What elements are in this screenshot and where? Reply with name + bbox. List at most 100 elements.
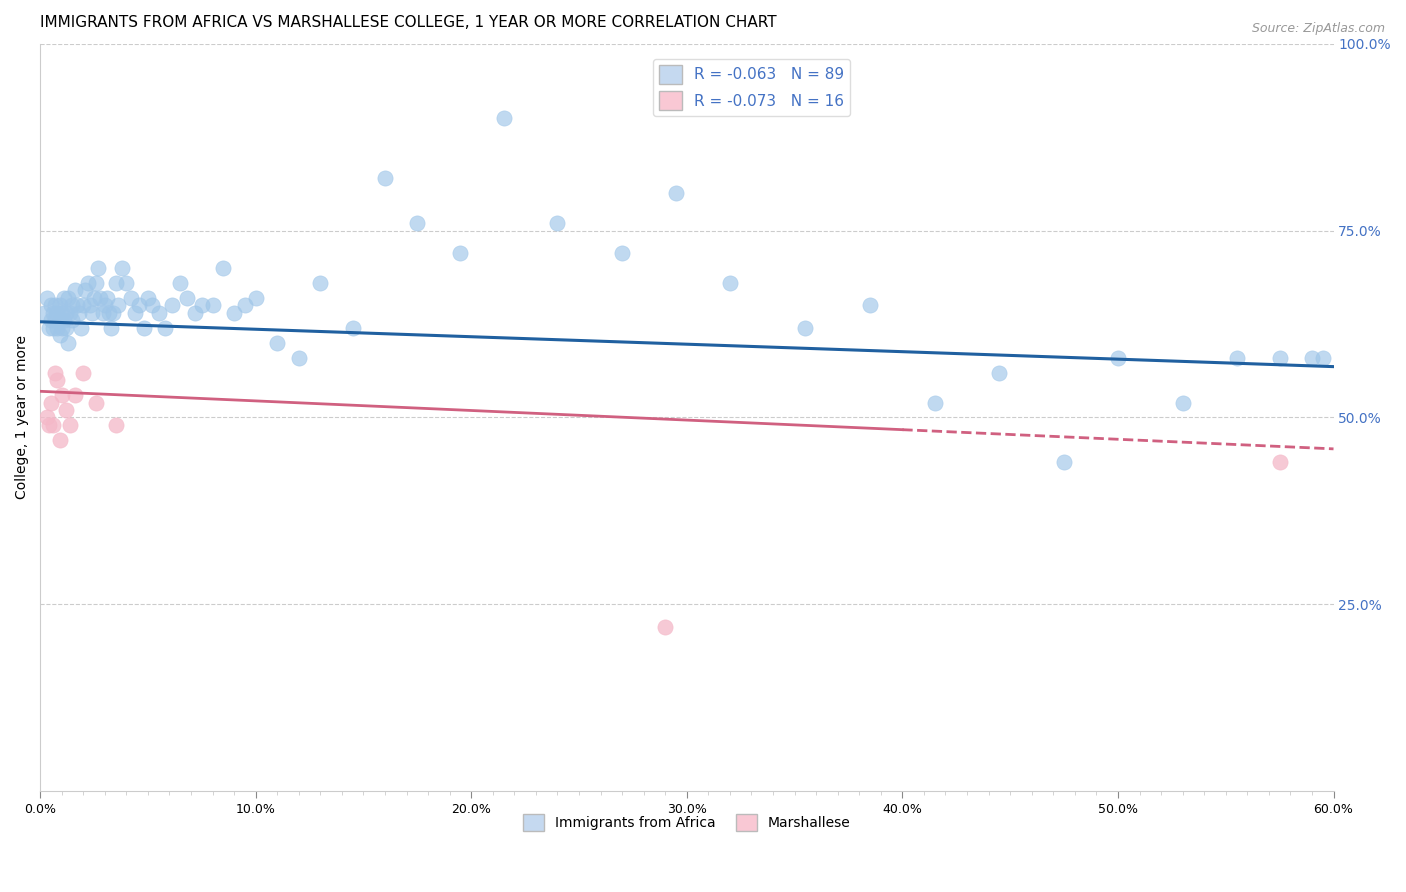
Point [59,417,82,432]
Point [212,260,235,275]
Point [128,298,150,312]
Point [309,276,332,290]
Point [266,335,288,350]
Point [546,216,568,230]
Point [46,306,69,320]
Point [794,320,817,334]
Point [132,320,155,334]
Point [100,320,122,334]
Point [48,433,70,447]
Point [288,351,311,365]
Point [46,373,69,387]
Point [120,291,142,305]
Point [103,306,125,320]
Point [39,313,62,327]
Point [34,306,56,320]
Point [72,298,94,312]
Point [51,320,73,334]
Point [62,298,84,312]
Point [374,171,396,186]
Point [35,410,58,425]
Point [63,284,86,298]
Point [48,313,70,327]
Point [42,417,65,432]
Point [55,320,77,334]
Point [1268,351,1291,365]
Point [115,276,138,290]
Point [176,291,198,305]
Point [48,298,70,312]
Point [67,306,90,320]
Point [1107,351,1129,365]
Point [76,276,98,290]
Point [184,306,207,320]
Text: IMMIGRANTS FROM AFRICA VS MARSHALLESE COLLEGE, 1 YEAR OR MORE CORRELATION CHART: IMMIGRANTS FROM AFRICA VS MARSHALLESE CO… [41,15,776,30]
Point [52,291,75,305]
Point [55,306,77,320]
Point [104,276,127,290]
Point [665,186,688,201]
Point [924,395,946,409]
Point [988,366,1011,380]
Point [342,320,364,334]
Point [39,298,62,312]
Point [1171,395,1194,409]
Legend: Immigrants from Africa, Marshallese: Immigrants from Africa, Marshallese [517,808,856,837]
Point [42,306,65,320]
Point [75,284,97,298]
Point [718,276,741,290]
Point [84,276,107,290]
Point [42,320,65,334]
Point [107,298,129,312]
Point [245,291,267,305]
Point [136,291,159,305]
Point [38,417,60,432]
Point [859,298,882,312]
Text: Source: ZipAtlas.com: Source: ZipAtlas.com [1251,22,1385,36]
Point [450,246,472,260]
Point [1312,351,1334,365]
Point [87,260,110,275]
Point [1301,351,1323,365]
Point [153,320,176,334]
Point [55,403,77,417]
Point [66,298,89,312]
Point [111,260,134,275]
Point [406,216,429,230]
Point [610,246,633,260]
Point [492,112,515,126]
Point [39,395,62,409]
Point [94,298,117,312]
Point [79,298,101,312]
Point [104,417,127,432]
Point [80,306,103,320]
Point [148,306,170,320]
Point [51,306,73,320]
Point [141,298,163,312]
Point [201,298,224,312]
Point [1268,455,1291,469]
Point [72,366,94,380]
Point [56,335,79,350]
Point [56,291,79,305]
Point [62,313,84,327]
Point [98,306,121,320]
Point [160,298,183,312]
Point [169,276,191,290]
Point [44,366,66,380]
Point [51,388,73,402]
Point [38,320,60,334]
Point [1053,455,1076,469]
Point [233,298,256,312]
Point [89,291,111,305]
Point [44,298,66,312]
Point [52,313,75,327]
Point [191,298,214,312]
Point [48,328,70,343]
Point [224,306,246,320]
Point [46,320,69,334]
Y-axis label: College, 1 year or more: College, 1 year or more [15,335,30,500]
Point [96,291,118,305]
Point [83,291,105,305]
Point [70,320,93,334]
